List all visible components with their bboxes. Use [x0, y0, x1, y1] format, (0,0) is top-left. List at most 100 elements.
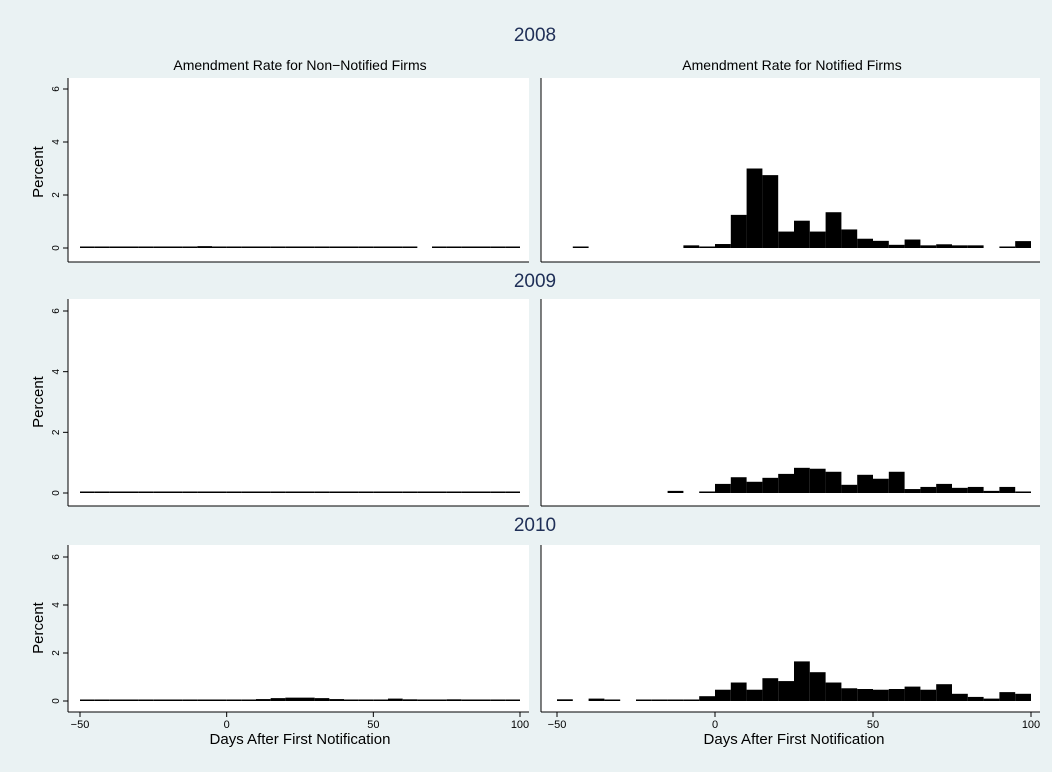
histogram-bar [461, 246, 476, 248]
plot-area [541, 78, 1040, 262]
histogram-bar [667, 490, 684, 493]
row-2008: 2008 Amendment Rate for Non−Notified Fir… [30, 25, 1040, 263]
panel-2009-notified [540, 299, 1040, 507]
histogram-bar [904, 239, 921, 248]
histogram-bar [825, 682, 842, 701]
histogram-bar [344, 699, 359, 701]
histogram-bar [197, 491, 212, 493]
histogram-bar [983, 490, 1000, 493]
histogram-bar [841, 229, 858, 248]
histogram-bar [80, 491, 95, 493]
x-tick-label: −50 [71, 719, 90, 731]
histogram-bar [667, 699, 684, 701]
histogram-bar [1015, 241, 1031, 248]
histogram-bar [138, 246, 154, 248]
histogram-bar [604, 699, 621, 701]
x-tick-label: 0 [224, 719, 230, 731]
histogram-bar [329, 699, 344, 701]
histogram-bar [873, 478, 889, 493]
histogram-bar [329, 246, 344, 248]
histogram-bar [358, 491, 374, 493]
histogram-bar [446, 246, 462, 248]
histogram-bar [746, 168, 763, 248]
histogram-bar [388, 491, 403, 493]
y-tick-label: 2 [51, 192, 62, 198]
histogram-bar [388, 698, 403, 701]
histogram-bar [270, 491, 286, 493]
histogram-bar [256, 246, 271, 248]
histogram-bar [300, 246, 315, 248]
histogram-bar [373, 491, 388, 493]
histogram-bar [762, 175, 779, 248]
histogram-bar [505, 246, 520, 248]
y-tick-label: 0 [51, 698, 62, 704]
histogram-bar [825, 471, 842, 493]
histogram-bar [329, 491, 344, 493]
histogram-bar [888, 689, 905, 701]
histogram-bar [636, 699, 652, 701]
histogram-bar [358, 246, 374, 248]
histogram-bar [476, 699, 491, 701]
column-title-notified: Amendment Rate for Notified Firms [682, 57, 901, 73]
histogram-bar [344, 491, 359, 493]
y-axis-label-2009: Percent [30, 375, 47, 428]
histogram-bar [920, 245, 937, 248]
histogram-bar [999, 486, 1016, 493]
histogram-bar [417, 699, 432, 701]
y-tick-label: 2 [51, 650, 62, 656]
histogram-bar [904, 489, 921, 493]
y-tick-label: 6 [51, 554, 62, 560]
panel-2010-notified: −50 0 50 100 [540, 545, 1040, 731]
histogram-bar [809, 231, 826, 248]
histogram-bar [388, 246, 403, 248]
histogram-bar [285, 246, 300, 248]
histogram-bar [197, 699, 212, 701]
histogram-bar [490, 491, 506, 493]
histogram-bar [967, 486, 984, 493]
y-tick-label: 2 [51, 429, 62, 435]
histogram-bar [794, 467, 810, 493]
histogram-bar [778, 231, 794, 248]
histogram-bar [373, 699, 388, 701]
histogram-bar [109, 246, 124, 248]
histogram-bar [936, 244, 952, 248]
plot-area [68, 78, 529, 262]
histogram-bar [314, 491, 330, 493]
histogram-bar [778, 473, 794, 493]
histogram-bar [461, 699, 476, 701]
x-tick-label: 100 [1022, 719, 1040, 731]
histogram-bar [373, 246, 388, 248]
histogram-bar [358, 699, 374, 701]
year-title-2008: 2008 [514, 25, 556, 46]
histogram-bar [417, 491, 432, 493]
histogram-bar [212, 699, 227, 701]
histogram-bar [432, 699, 447, 701]
histogram-bar [715, 483, 731, 493]
histogram-bar [168, 491, 183, 493]
histogram-bar [809, 672, 826, 701]
column-title-non-notified: Amendment Rate for Non−Notified Firms [173, 57, 426, 73]
histogram-bar [432, 246, 447, 248]
histogram-bar [300, 491, 315, 493]
panel-2009-non-notified: 0 2 4 6 [51, 299, 529, 507]
y-tick-label: 0 [51, 245, 62, 251]
histogram-bar [402, 699, 418, 701]
histogram-bar [967, 696, 984, 701]
histogram-bar [505, 491, 520, 493]
histogram-bar [588, 698, 605, 701]
histogram-bar [651, 699, 668, 701]
histogram-bar [212, 491, 227, 493]
histogram-bar [730, 477, 747, 493]
x-tick-label: 100 [511, 719, 529, 731]
histogram-bar [241, 491, 256, 493]
x-axis-label-left: Days After First Notification [210, 731, 391, 748]
histogram-bar [80, 246, 95, 248]
histogram-bar [109, 491, 124, 493]
y-tick-label: 6 [51, 86, 62, 92]
plot-area [541, 299, 1040, 506]
histogram-bar [138, 699, 154, 701]
histogram-bar [715, 689, 731, 701]
histogram-bar [124, 246, 139, 248]
histogram-bar [256, 699, 271, 701]
